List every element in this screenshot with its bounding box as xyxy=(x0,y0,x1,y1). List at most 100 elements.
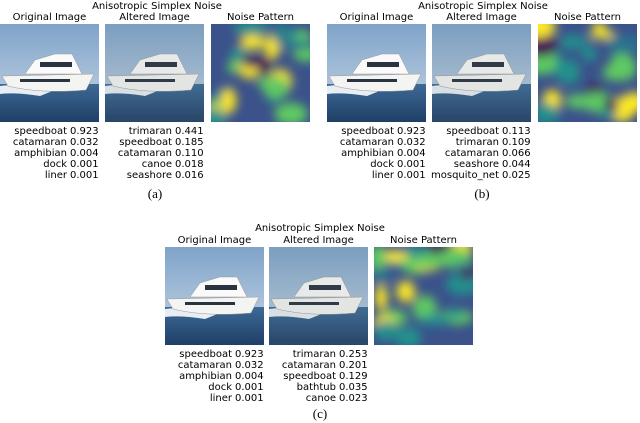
panel-title: Anisotropic Simplex Noise xyxy=(255,223,385,234)
original-image xyxy=(165,247,264,345)
column-header: Original Image xyxy=(178,235,252,246)
prediction-label: speedboat xyxy=(14,126,67,137)
prediction-label: seashore xyxy=(127,170,172,181)
noise-blob xyxy=(240,35,266,50)
column-header: Noise Pattern xyxy=(227,12,294,23)
hull-windows xyxy=(347,79,397,82)
noise-blob xyxy=(538,102,558,122)
noise-blobs xyxy=(374,247,473,345)
prediction-label: amphibian xyxy=(14,148,67,159)
prediction-label: canoe xyxy=(142,159,172,170)
prediction-label: speedboat xyxy=(446,126,499,137)
prediction-score: 0.185 xyxy=(175,137,204,148)
prediction-score: 0.201 xyxy=(339,360,368,371)
noise-blob xyxy=(538,31,558,57)
caption: (a) xyxy=(148,186,162,201)
original-image xyxy=(0,24,99,122)
hull-windows xyxy=(452,79,502,82)
hull xyxy=(328,73,422,92)
prediction-label: catamaran xyxy=(178,360,232,371)
prediction-label: speedboat xyxy=(119,137,172,148)
noise-blob xyxy=(412,295,437,322)
altered-image xyxy=(432,24,531,122)
column-header: Altered Image xyxy=(446,12,517,23)
noise-blob xyxy=(621,92,637,113)
caption: (b) xyxy=(474,186,489,201)
altered-image xyxy=(269,247,368,345)
windows xyxy=(309,285,341,290)
noise-blob xyxy=(374,284,388,311)
noise-blob xyxy=(600,109,617,119)
prediction-score: 0.016 xyxy=(175,170,204,181)
prediction-score: 0.110 xyxy=(175,148,204,159)
prediction-score: 0.004 xyxy=(235,371,264,382)
prediction-score: 0.109 xyxy=(502,137,531,148)
noise-pattern xyxy=(211,24,310,122)
prediction-score: 0.032 xyxy=(235,360,264,371)
altered-image xyxy=(105,24,204,122)
noise-blob xyxy=(262,76,290,99)
column-header: Altered Image xyxy=(283,235,354,246)
noise-blob xyxy=(374,270,394,283)
prediction-label: speedboat xyxy=(341,126,394,137)
panel-title: Anisotropic Simplex Noise xyxy=(92,1,222,12)
hull-windows xyxy=(20,79,70,82)
noise-blob xyxy=(230,47,247,62)
column-header: Altered Image xyxy=(119,12,190,23)
noise-blob xyxy=(406,327,421,345)
noise-blob xyxy=(413,253,447,269)
prediction-label: canoe xyxy=(306,393,336,404)
prediction-score: 0.032 xyxy=(70,137,99,148)
noise-pattern xyxy=(538,24,637,122)
prediction-score: 0.001 xyxy=(70,170,99,181)
noise-blob xyxy=(590,29,615,39)
prediction-label: bathtub xyxy=(297,382,336,393)
hull-windows xyxy=(125,79,175,82)
noise-blob xyxy=(591,24,606,30)
noise-blob xyxy=(374,320,398,341)
prediction-score: 0.035 xyxy=(339,382,368,393)
noise-blob xyxy=(232,24,269,36)
prediction-score: 0.023 xyxy=(339,393,368,404)
windows xyxy=(145,62,177,67)
prediction-score: 0.004 xyxy=(70,148,99,159)
prediction-score: 0.001 xyxy=(70,159,99,170)
prediction-score: 0.923 xyxy=(397,126,426,137)
prediction-score: 0.001 xyxy=(397,159,426,170)
prediction-score: 0.001 xyxy=(235,382,264,393)
noise-blob xyxy=(449,307,463,319)
prediction-label: seashore xyxy=(454,159,499,170)
noise-blobs xyxy=(538,24,637,122)
prediction-score: 0.129 xyxy=(339,371,368,382)
prediction-label: liner xyxy=(210,393,233,404)
noise-blob xyxy=(455,262,469,272)
column-header: Original Image xyxy=(13,12,87,23)
prediction-score: 0.441 xyxy=(175,126,204,137)
prediction-label: catamaran xyxy=(340,137,394,148)
prediction-label: trimaran xyxy=(293,349,336,360)
noise-blob xyxy=(211,108,226,122)
prediction-score: 0.044 xyxy=(502,159,531,170)
noise-overlay xyxy=(432,24,531,122)
noise-blob xyxy=(605,35,637,54)
caption: (c) xyxy=(313,406,327,421)
prediction-label: dock xyxy=(370,159,394,170)
prediction-label: speedboat xyxy=(179,349,232,360)
prediction-score: 0.001 xyxy=(397,170,426,181)
windows xyxy=(367,62,399,67)
prediction-label: catamaran xyxy=(118,148,172,159)
noise-blob xyxy=(565,94,589,109)
noise-blob xyxy=(418,314,453,326)
hull xyxy=(106,73,200,92)
windows xyxy=(472,62,504,67)
noise-pattern xyxy=(374,247,473,345)
noise-blob xyxy=(227,60,240,74)
hull xyxy=(1,73,95,92)
prediction-score: 0.001 xyxy=(235,393,264,404)
noise-blob xyxy=(396,280,416,303)
prediction-label: trimaran xyxy=(456,137,499,148)
noise-blob xyxy=(604,64,617,76)
prediction-label: liner xyxy=(45,170,68,181)
prediction-label: catamaran xyxy=(13,137,67,148)
